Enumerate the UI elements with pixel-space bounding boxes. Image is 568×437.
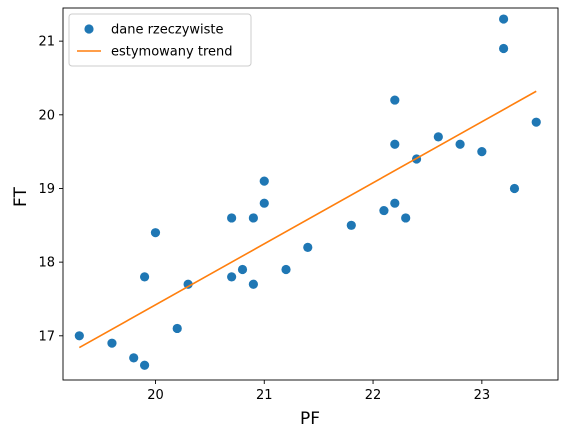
- legend: dane rzeczywiste estymowany trend: [68, 13, 252, 67]
- data-point-12: [248, 279, 258, 289]
- data-point-25: [455, 139, 465, 149]
- legend-box: [68, 13, 252, 67]
- data-point-9: [227, 272, 237, 282]
- data-point-26: [477, 147, 487, 157]
- legend-label: estymowany trend: [111, 45, 233, 60]
- y-axis-label: FT: [11, 186, 31, 206]
- y-tick-label: 19: [38, 182, 55, 197]
- legend-swatch-marker: [84, 24, 94, 34]
- x-axis-label: PF: [300, 409, 320, 429]
- data-point-11: [248, 213, 258, 223]
- data-point-2: [129, 353, 139, 363]
- data-point-20: [390, 139, 400, 149]
- x-tick-label: 23: [474, 388, 491, 403]
- trend-line: [78, 90, 537, 349]
- data-point-3: [139, 360, 150, 370]
- y-tick-label: 18: [38, 256, 55, 271]
- plot-frame: [62, 7, 559, 381]
- data-point-0: [74, 331, 84, 341]
- data-point-29: [509, 183, 520, 194]
- data-point-8: [227, 213, 237, 223]
- x-tick-label: 22: [365, 388, 382, 403]
- data-point-21: [390, 198, 400, 208]
- data-point-27: [499, 14, 509, 24]
- data-point-24: [433, 132, 443, 142]
- data-point-1: [107, 338, 117, 348]
- data-point-4: [139, 272, 150, 282]
- data-point-28: [499, 43, 509, 54]
- data-point-30: [531, 117, 541, 127]
- data-point-10: [237, 264, 248, 275]
- data-point-16: [303, 242, 313, 253]
- legend-label: dane rzeczywiste: [111, 23, 224, 38]
- data-point-19: [390, 95, 400, 105]
- y-tick-label: 21: [38, 35, 55, 50]
- data-point-15: [281, 264, 291, 275]
- y-tick-label: 17: [38, 329, 55, 344]
- data-point-17: [346, 220, 356, 230]
- data-point-14: [259, 198, 269, 208]
- data-point-5: [150, 228, 161, 238]
- data-point-18: [379, 205, 389, 216]
- plot-area: [74, 14, 541, 370]
- x-tick-label: 20: [147, 388, 164, 403]
- x-tick-label: 21: [256, 388, 273, 403]
- axes: 20 21 22 23 17 18 19 20 21: [38, 7, 559, 403]
- y-tick-label: 20: [38, 108, 55, 123]
- data-point-22: [401, 213, 411, 223]
- data-point-6: [172, 323, 182, 334]
- data-point-7: [183, 279, 193, 289]
- data-point-13: [259, 176, 269, 186]
